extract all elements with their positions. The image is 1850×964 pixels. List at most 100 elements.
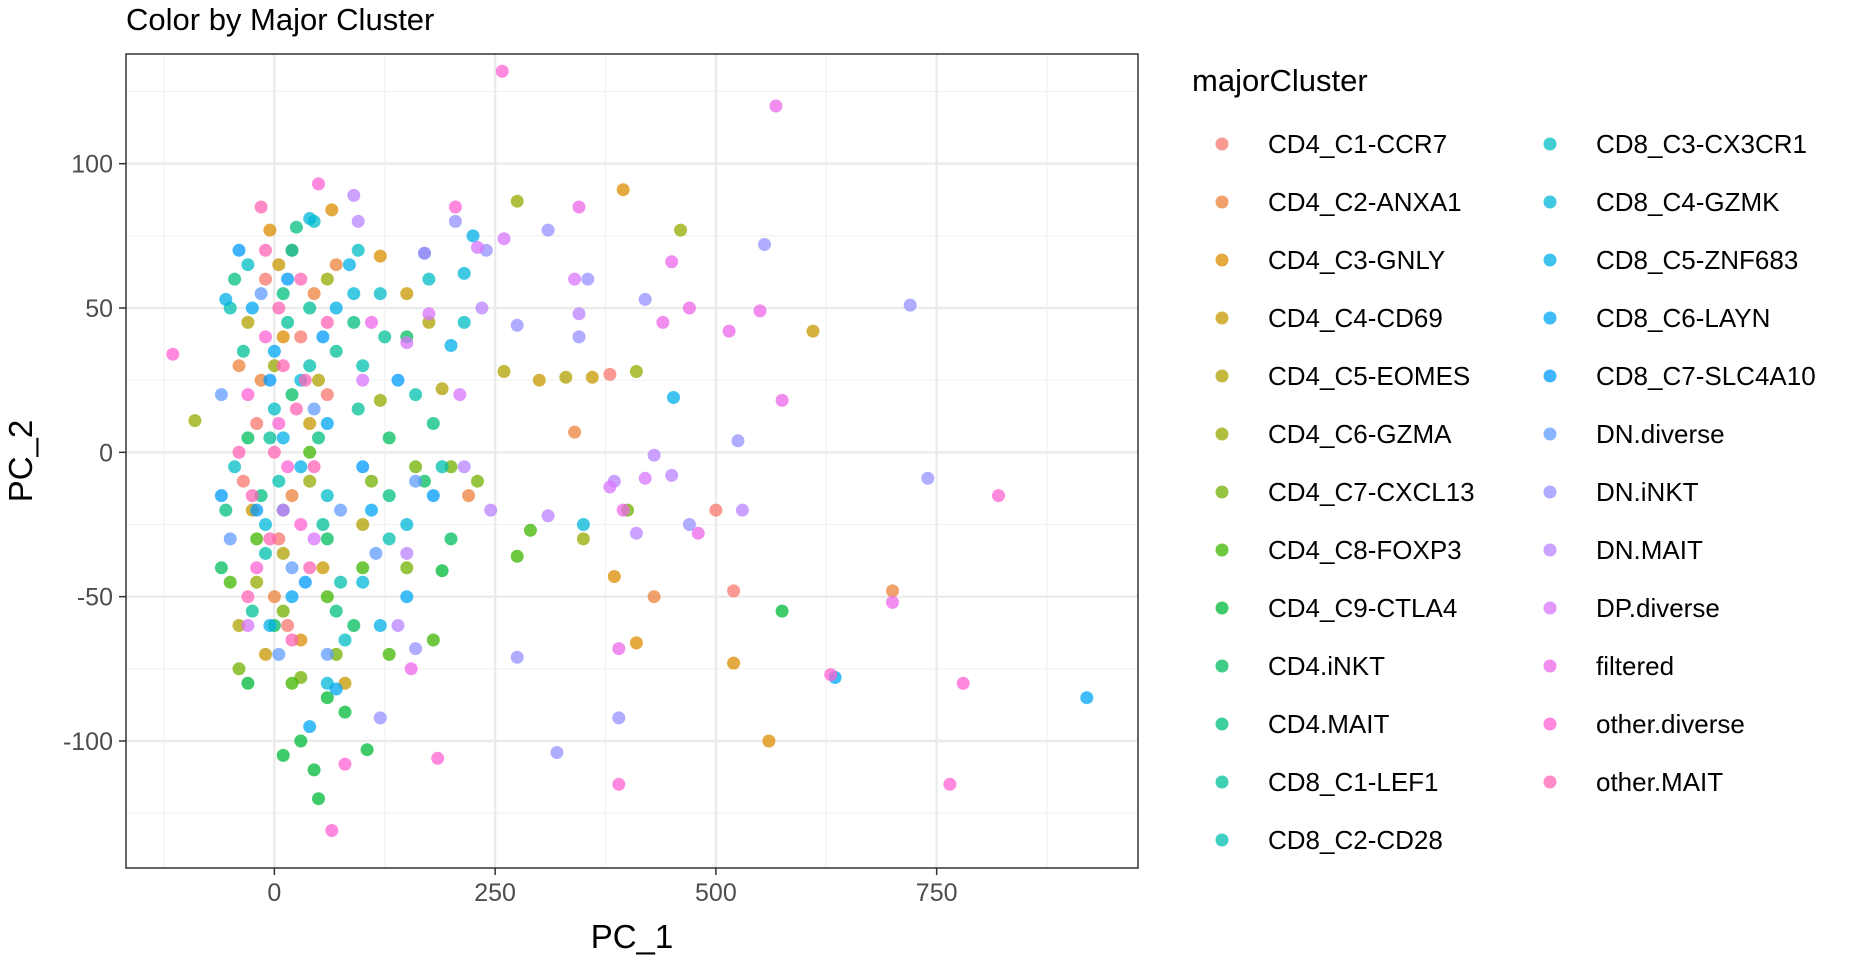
legend-label: CD8_C2-CD28	[1268, 825, 1443, 855]
data-point	[334, 503, 348, 517]
data-point	[475, 301, 489, 315]
data-point	[250, 561, 264, 575]
data-point	[709, 503, 723, 517]
legend-label: CD4.MAIT	[1268, 709, 1389, 739]
data-point	[391, 373, 405, 387]
legend-item: CD4.MAIT	[1215, 709, 1389, 739]
data-point	[541, 223, 555, 237]
data-point	[320, 272, 334, 286]
data-point	[320, 691, 334, 705]
legend-item: CD4.iNKT	[1215, 651, 1385, 681]
data-point	[303, 445, 317, 459]
x-tick-label: 750	[916, 879, 958, 907]
legend-swatch	[1215, 775, 1229, 789]
data-point	[342, 258, 356, 272]
data-point	[404, 662, 418, 676]
data-point	[373, 711, 387, 725]
legend-swatch	[1543, 601, 1557, 615]
data-point	[435, 460, 449, 474]
data-point	[232, 619, 246, 632]
data-point	[232, 662, 246, 676]
legend-swatch	[1543, 775, 1557, 789]
legend-swatch	[1215, 369, 1229, 383]
data-point	[568, 272, 582, 286]
legend-label: CD4_C4-CD69	[1268, 303, 1443, 333]
data-point	[471, 474, 484, 488]
data-point	[365, 474, 378, 488]
data-point	[259, 243, 272, 257]
legend-item: CD4_C5-EOMES	[1215, 361, 1470, 391]
data-point	[603, 367, 617, 381]
data-point	[360, 743, 374, 757]
data-point	[391, 619, 405, 632]
data-point	[294, 734, 308, 748]
legend-swatch	[1543, 717, 1557, 731]
data-point	[656, 315, 670, 329]
data-point	[285, 676, 299, 690]
legend-item: other.MAIT	[1543, 767, 1723, 797]
legend-label: filtered	[1596, 651, 1674, 681]
data-point	[325, 824, 339, 837]
data-point	[665, 468, 679, 482]
data-point	[294, 330, 308, 344]
data-point	[272, 258, 286, 272]
data-point	[219, 292, 233, 306]
data-point	[356, 561, 370, 575]
legend-item: CD4_C3-GNLY	[1215, 245, 1445, 275]
legend-label: CD4_C2-ANXA1	[1268, 187, 1462, 217]
data-point	[329, 647, 343, 661]
data-point	[320, 315, 334, 329]
data-point	[320, 388, 334, 402]
data-point	[629, 365, 643, 378]
legend-label: CD8_C3-CX3CR1	[1596, 129, 1807, 159]
legend-label: DN.diverse	[1596, 419, 1725, 449]
data-point	[263, 532, 277, 546]
data-point	[307, 532, 321, 546]
data-point	[281, 460, 295, 474]
data-point	[769, 99, 783, 113]
data-point	[409, 474, 423, 488]
data-point	[236, 344, 250, 358]
data-point	[457, 315, 471, 329]
grid-major	[126, 54, 1138, 868]
data-point	[453, 388, 467, 402]
data-point	[303, 474, 317, 488]
data-point	[400, 546, 414, 560]
data-point	[572, 330, 586, 344]
data-point	[581, 272, 595, 286]
data-point	[356, 575, 370, 589]
data-point	[259, 330, 272, 344]
data-point	[272, 301, 286, 315]
legend-swatch	[1543, 427, 1557, 441]
legend-swatch	[1215, 717, 1229, 731]
data-point	[312, 177, 325, 191]
data-point	[245, 489, 259, 503]
data-point	[307, 460, 321, 474]
data-point	[400, 287, 414, 301]
legend-swatch	[1215, 601, 1229, 615]
data-point	[431, 751, 445, 765]
data-point	[616, 503, 630, 517]
legend-swatch	[1215, 659, 1229, 673]
legend-item: CD8_C1-LEF1	[1215, 767, 1439, 797]
legend-swatch	[1543, 485, 1557, 499]
legend-label: CD4_C9-CTLA4	[1268, 593, 1457, 623]
legend-label: DP.diverse	[1596, 593, 1720, 623]
data-point	[276, 359, 290, 373]
data-point	[418, 246, 431, 260]
data-point	[886, 595, 899, 609]
data-point	[241, 431, 255, 445]
data-point	[320, 417, 334, 430]
data-point	[298, 373, 312, 387]
data-point	[943, 777, 957, 791]
data-point	[259, 518, 272, 531]
data-point	[316, 561, 330, 575]
y-tick-label: -50	[77, 584, 113, 612]
legend-swatch	[1543, 311, 1557, 325]
data-point	[576, 518, 590, 531]
legend-title: majorCluster	[1192, 63, 1368, 98]
legend-swatch	[1543, 253, 1557, 267]
data-point	[956, 676, 970, 690]
data-point	[722, 324, 736, 338]
